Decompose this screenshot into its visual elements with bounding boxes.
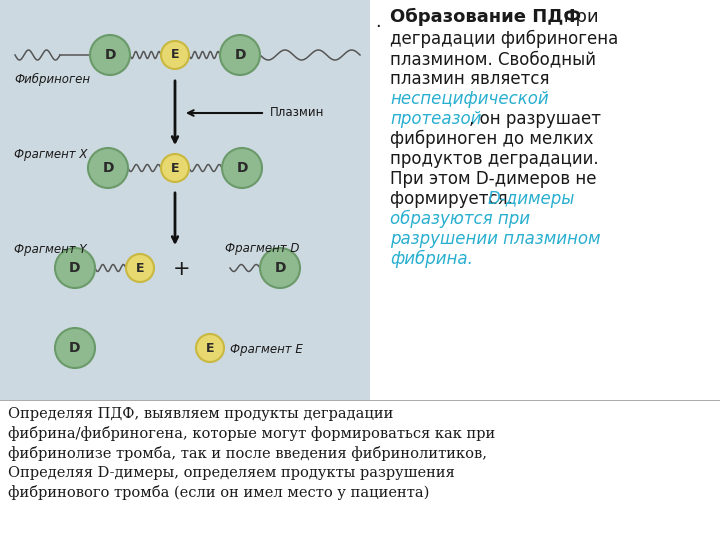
Text: D-димеры: D-димеры [488, 190, 575, 208]
Text: Плазмин: Плазмин [270, 106, 325, 119]
Circle shape [55, 328, 95, 368]
Text: D: D [102, 161, 114, 175]
Text: Фрагмент Y: Фрагмент Y [14, 243, 86, 256]
Text: Фибриноген: Фибриноген [14, 73, 90, 86]
Circle shape [220, 35, 260, 75]
Circle shape [222, 148, 262, 188]
Text: D: D [69, 261, 81, 275]
Text: D: D [274, 261, 286, 275]
Text: При этом D-димеров не: При этом D-димеров не [390, 170, 596, 188]
Text: Определяя ПДФ, выявляем продукты деградации
фибрина/фибриногена, которые могут ф: Определяя ПДФ, выявляем продукты деграда… [8, 407, 495, 500]
Text: D: D [236, 161, 248, 175]
Text: , он разрушает: , он разрушает [469, 110, 601, 128]
Text: Фрагмент D: Фрагмент D [225, 242, 300, 255]
Text: плазмин является: плазмин является [390, 70, 549, 88]
Text: .: . [375, 13, 381, 31]
Text: плазмином. Свободный: плазмином. Свободный [390, 50, 596, 68]
FancyBboxPatch shape [0, 0, 370, 400]
Text: формируется.: формируется. [390, 190, 518, 208]
Circle shape [161, 154, 189, 182]
Circle shape [126, 254, 154, 282]
Text: +: + [174, 259, 191, 279]
Text: D: D [234, 48, 246, 62]
Text: неспецифической: неспецифической [390, 90, 549, 108]
Text: при: при [558, 8, 598, 26]
Text: Фрагмент Е: Фрагмент Е [230, 342, 302, 355]
Circle shape [90, 35, 130, 75]
Text: деградации фибриногена: деградации фибриногена [390, 30, 618, 48]
Circle shape [161, 41, 189, 69]
Text: образуются при: образуются при [390, 210, 530, 228]
Text: Образование ПДФ: Образование ПДФ [390, 8, 581, 26]
Text: E: E [206, 341, 215, 354]
Text: E: E [136, 261, 144, 274]
Text: продуктов деградации.: продуктов деградации. [390, 150, 598, 168]
Circle shape [88, 148, 128, 188]
Text: E: E [171, 49, 179, 62]
Text: фибриноген до мелких: фибриноген до мелких [390, 130, 593, 148]
Text: D: D [69, 341, 81, 355]
Text: протеазой: протеазой [390, 110, 482, 128]
Circle shape [55, 248, 95, 288]
Text: Фрагмент X: Фрагмент X [14, 148, 87, 161]
Circle shape [260, 248, 300, 288]
Text: разрушении плазмином: разрушении плазмином [390, 230, 600, 248]
Circle shape [196, 334, 224, 362]
Text: D: D [104, 48, 116, 62]
Text: E: E [171, 161, 179, 174]
Text: фибрина.: фибрина. [390, 250, 473, 268]
